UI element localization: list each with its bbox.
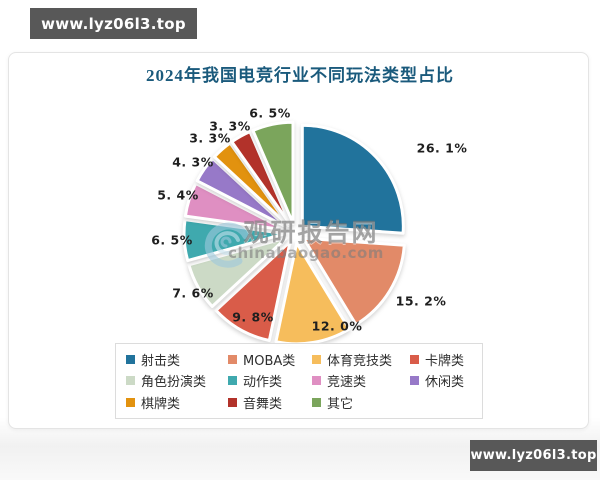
pie-value-label-角色扮演类: 7. 6% [172,285,214,301]
legend-swatch-icon [312,376,321,386]
legend-item-动作类: 动作类 [228,371,312,390]
watermark-text-en: chinabaogao.com [228,244,384,262]
watermark-url-text: www.lyz06l3.top [470,448,597,463]
legend-swatch-icon [126,376,135,386]
legend-swatch-icon [228,397,237,407]
pie-slice-射击类 [300,123,405,235]
pie-value-label-竞速类: 5. 4% [157,187,199,203]
legend-label: 动作类 [243,375,283,391]
legend-swatch-icon [312,397,321,407]
legend-swatch-icon [312,355,321,365]
watermark-badge-top-left: www.lyz06l3.top [30,8,197,39]
pie-slice-卡牌类 [214,240,292,342]
legend-item-射击类: 射击类 [126,350,228,369]
legend-item-MOBA类: MOBA类 [228,350,312,369]
legend-label: 体育竞技类 [327,354,393,370]
legend-label: 卡牌类 [425,354,465,370]
legend-label: 音舞类 [243,396,283,412]
legend-item-卡牌类: 卡牌类 [410,350,472,369]
pie-slice-MOBA类 [302,236,406,326]
pie-value-label-其它: 6. 5% [249,105,291,121]
pie-slice-其它 [251,120,295,225]
pie-value-label-音舞类: 3. 3% [209,118,251,134]
legend-swatch-icon [410,376,419,386]
pie-slice-休闲类 [195,157,289,229]
legend-item-角色扮演类: 角色扮演类 [126,371,228,390]
pie-value-label-棋牌类: 3. 3% [189,130,231,146]
legend-swatch-icon [228,376,237,386]
legend-item-音舞类: 音舞类 [228,393,312,412]
legend-label: 竞速类 [327,375,367,391]
pie-value-label-卡牌类: 9. 8% [232,309,274,325]
chart-title: 2024年我国电竞行业不同玩法类型占比 [146,66,454,85]
pie-slice-棋牌类 [212,141,290,227]
legend-swatch-icon [126,397,135,407]
chart-legend: 射击类 MOBA类 体育竞技类 卡牌类角色扮演类 动作类 竞速类 休闲类棋牌类 音舞类 其它 [115,343,483,419]
pie-value-label-射击类: 26. 1% [416,140,468,156]
pie-value-label-动作类: 6. 5% [151,232,193,248]
pie-slice-音舞类 [230,130,292,226]
legend-label: 棋牌类 [141,396,181,412]
pie-value-label-体育竞技类: 12. 0% [311,318,363,334]
pie-slice-体育竞技类 [274,241,351,346]
legend-item-其它: 其它 [312,393,410,412]
legend-swatch-icon [410,355,419,365]
watermark-swirl-logo-icon [204,222,250,268]
legend-swatch-icon [228,355,237,365]
watermark-text-cn: 观研报告网 [243,220,379,247]
watermark-url-text: www.lyz06l3.top [41,14,186,33]
legend-label: 角色扮演类 [141,375,207,391]
legend-item-棋牌类: 棋牌类 [126,393,228,412]
legend-swatch-icon [126,355,135,365]
legend-label: 其它 [327,396,354,412]
legend-label: 射击类 [141,354,181,370]
legend-item-休闲类: 休闲类 [410,371,472,390]
legend-item-体育竞技类: 体育竞技类 [312,350,410,369]
legend-label: 休闲类 [425,375,465,391]
legend-item-竞速类: 竞速类 [312,371,410,390]
watermark-badge-bottom-right: www.lyz06l3.top [470,440,597,471]
pie-slice-竞速类 [183,182,287,232]
pie-value-label-MOBA类: 15. 2% [395,293,447,309]
pie-value-label-休闲类: 4. 3% [172,154,214,170]
pie-slice-角色扮演类 [187,236,288,308]
legend-label: MOBA类 [243,354,296,370]
